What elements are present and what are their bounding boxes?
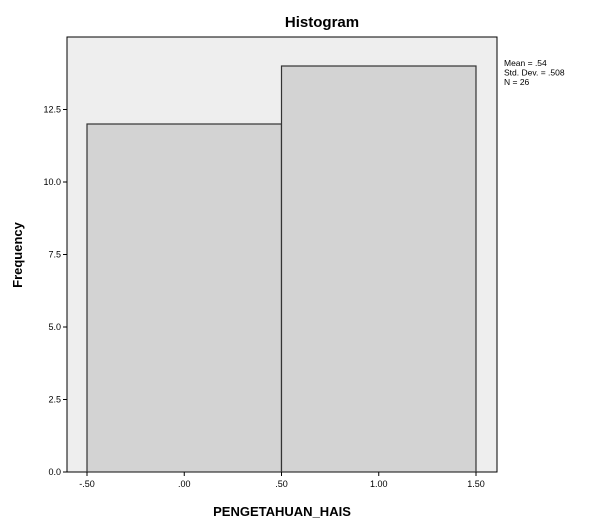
- chart-title: Histogram: [285, 14, 359, 31]
- x-axis: -.50 .00 .50 1.00 1.50: [79, 472, 485, 489]
- y-tick-label: 12.5: [43, 105, 61, 115]
- histogram-bar-2: [280, 65, 477, 473]
- x-tick-label: .00: [178, 479, 191, 489]
- y-tick-label: 10.0: [43, 177, 61, 187]
- stat-line: Std. Dev. = .508: [504, 68, 565, 78]
- y-tick-label: 0.0: [48, 467, 61, 477]
- bars-group: [86, 65, 477, 473]
- y-axis: 0.0 2.5 5.0 7.5 10.0 12.5: [43, 105, 67, 477]
- x-tick-label: .50: [275, 479, 288, 489]
- x-axis-title: PENGETAHUAN_HAIS: [213, 504, 351, 519]
- x-tick-label: 1.50: [467, 479, 485, 489]
- y-tick-label: 2.5: [48, 395, 61, 405]
- stat-line: N = 26: [504, 77, 530, 87]
- x-tick-label: 1.00: [370, 479, 388, 489]
- x-tick-label: -.50: [79, 479, 95, 489]
- y-axis-title: Frequency: [10, 221, 25, 288]
- stat-line: Mean = .54: [504, 58, 547, 68]
- y-tick-label: 5.0: [48, 322, 61, 332]
- histogram-bar-1: [86, 123, 283, 473]
- y-tick-label: 7.5: [48, 250, 61, 260]
